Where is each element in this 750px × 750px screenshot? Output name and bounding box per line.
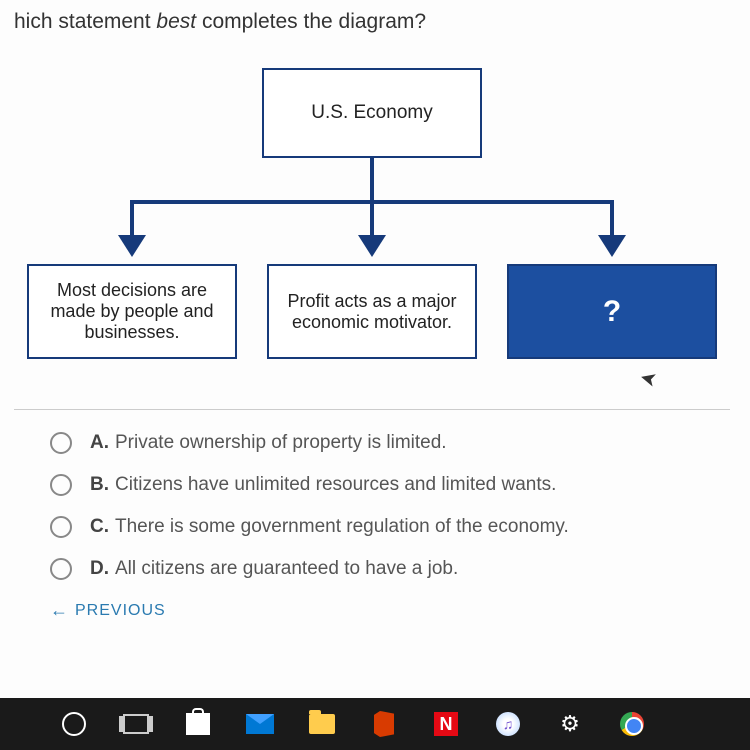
question-suffix: completes the diagram? [196,10,426,33]
option-text: Private ownership of property is limited… [115,432,447,454]
arrowhead-icon [358,235,386,257]
hierarchy-diagram: U.S. Economy Most decisions are made by … [27,64,717,379]
office-icon[interactable] [370,710,398,738]
option-c[interactable]: C. There is some government regulation o… [50,516,730,538]
windows-taskbar[interactable]: N ♫ ⚙ [0,698,750,750]
previous-button[interactable]: ← PREVIOUS [14,600,730,621]
option-letter: A. [90,432,109,454]
arrow-left-icon: ← [50,600,69,621]
diagram-child-box-2: Profit acts as a major economic motivato… [267,264,477,359]
divider [14,409,730,410]
taskview-icon[interactable] [122,710,150,738]
diagram-child-box-1: Most decisions are made by people and bu… [27,264,237,359]
connector [370,200,374,240]
option-letter: C. [90,516,109,538]
radio-icon[interactable] [50,558,72,580]
chrome-icon[interactable] [618,710,646,738]
answer-options: A. Private ownership of property is limi… [14,432,730,580]
option-d[interactable]: D. All citizens are guaranteed to have a… [50,558,730,580]
option-b[interactable]: B. Citizens have unlimited resources and… [50,474,730,496]
radio-icon[interactable] [50,516,72,538]
radio-icon[interactable] [50,432,72,454]
option-text: All citizens are guaranteed to have a jo… [115,558,458,580]
mail-icon[interactable] [246,710,274,738]
option-text: Citizens have unlimited resources and li… [115,474,556,496]
file-explorer-icon[interactable] [308,710,336,738]
question-text: hich statement best completes the diagra… [14,10,730,34]
diagram-root-box: U.S. Economy [262,68,482,158]
connector [610,200,614,240]
arrowhead-icon [118,235,146,257]
quiz-content: hich statement best completes the diagra… [0,0,750,698]
previous-label: PREVIOUS [75,602,166,620]
option-a[interactable]: A. Private ownership of property is limi… [50,432,730,454]
connector [130,200,134,240]
option-text: There is some government regulation of t… [115,516,569,538]
option-letter: D. [90,558,109,580]
arrowhead-icon [598,235,626,257]
diagram-child-box-unknown: ? [507,264,717,359]
itunes-icon[interactable]: ♫ [494,710,522,738]
radio-icon[interactable] [50,474,72,496]
question-emphasis: best [156,10,196,33]
netflix-icon[interactable]: N [432,710,460,738]
connector [370,158,374,200]
option-letter: B. [90,474,109,496]
cortana-icon[interactable] [60,710,88,738]
settings-gear-icon[interactable]: ⚙ [556,710,584,738]
store-icon[interactable] [184,710,212,738]
question-prefix: hich statement [14,10,156,33]
